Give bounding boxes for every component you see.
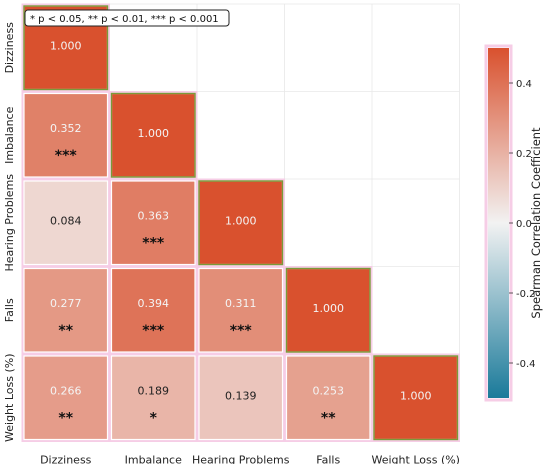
y-tick-label: Hearing Problems: [3, 174, 16, 272]
cell-fill: [23, 355, 109, 441]
significance-legend: * p < 0.05, ** p < 0.01, *** p < 0.001: [24, 9, 230, 27]
y-tick-label: Dizziness: [3, 22, 16, 74]
cell-value-label: 1.000: [313, 302, 345, 315]
heatmap-cell: 0.363 ***: [109, 178, 198, 267]
colorbar-gradient: [488, 48, 509, 398]
diagonal-cell-edge: [110, 92, 196, 178]
y-tick-label: Imbalance: [3, 106, 16, 163]
x-tick-label: Hearing Problems: [192, 454, 290, 464]
cell-outline: [109, 178, 198, 267]
colorbar-tick-label: -0.2: [516, 289, 536, 300]
cell-outline: [284, 266, 373, 355]
x-axis: Dizziness Imbalance Hearing Problems Falls W…: [40, 454, 460, 464]
cell-significance-stars: *: [150, 410, 158, 426]
diagonal-cell-edge: [373, 355, 459, 441]
heatmap-cell: 0.139: [196, 353, 285, 442]
cell-value-label: 0.139: [225, 390, 257, 403]
cell-value-label: 0.311: [225, 297, 257, 310]
x-tick-label: Weight Loss (%): [372, 454, 460, 464]
cell-value-label: 1.000: [225, 215, 257, 228]
cell-fill: [23, 267, 109, 353]
cell-significance-stars: ***: [142, 323, 165, 339]
heatmap-cell: 0.084: [21, 178, 110, 267]
cell-value-label: 0.189: [138, 384, 170, 397]
y-tick-label: Falls: [3, 298, 16, 322]
heatmap-cell: 0.394 ***: [109, 266, 198, 355]
colorbar: Spearman Correlation Coefficient 0.4 0.2 0…: [484, 44, 543, 402]
cell-outline: [196, 178, 285, 267]
colorbar-tick-label: 0.0: [516, 219, 532, 230]
cell-outline: [109, 266, 198, 355]
colorbar-tick-label: -0.4: [516, 359, 536, 370]
cell-value-label: 0.266: [50, 384, 82, 397]
cell-fill: [285, 355, 371, 441]
heatmap-cell: 0.266 **: [21, 353, 110, 442]
diagonal-cell-edge: [285, 267, 371, 353]
heatmap-cell: 1.000: [371, 353, 460, 442]
cell-fill: [23, 180, 109, 266]
colorbar-label: Spearman Correlation Coefficient: [529, 127, 543, 319]
heatmap-cell: 0.311 ***: [196, 266, 285, 355]
cell-significance-stars: ***: [230, 323, 253, 339]
cell-outline: [109, 91, 198, 180]
cell-significance-stars: ***: [55, 148, 78, 164]
cell-fill: [110, 92, 196, 178]
cell-outline: [21, 91, 110, 180]
diagonal-cell-edge: [23, 5, 109, 91]
significance-legend-text: * p < 0.05, ** p < 0.01, *** p < 0.001: [30, 14, 219, 25]
heatmap-cell: 1.000: [109, 91, 198, 180]
cell-outline: [21, 266, 110, 355]
cell-value-label: 0.253: [313, 384, 345, 397]
heatmap-cell: 0.253 **: [284, 353, 373, 442]
cell-value-label: 1.000: [400, 390, 432, 403]
diagonal-cell-edge: [198, 180, 284, 266]
x-tick-label: Dizziness: [40, 454, 92, 464]
cell-outline: [196, 353, 285, 442]
significance-legend-box: [24, 9, 230, 27]
cell-value-label: 0.394: [138, 297, 170, 310]
cell-value-label: 0.352: [50, 122, 82, 135]
cell-significance-stars: **: [58, 410, 73, 426]
cell-fill: [110, 180, 196, 266]
y-tick-label: Weight Loss (%): [3, 354, 16, 442]
cell-fill: [285, 267, 371, 353]
cell-outline: [284, 353, 373, 442]
cell-value-label: 0.277: [50, 297, 82, 310]
cell-value-label: 1.000: [138, 127, 170, 140]
cell-fill: [198, 355, 284, 441]
heatmap-cell: 0.189 *: [109, 353, 198, 442]
cell-significance-stars: **: [321, 410, 336, 426]
heatmap-cell: 1.000: [196, 178, 285, 267]
cell-fill: [198, 267, 284, 353]
cell-fill: [23, 92, 109, 178]
x-tick-label: Falls: [316, 454, 340, 464]
cell-fill: [110, 355, 196, 441]
colorbar-tick-label: 0.4: [516, 79, 532, 90]
cell-value-label: 0.084: [50, 215, 82, 228]
cell-outline: [21, 178, 110, 267]
heatmap-cell: 0.352 ***: [21, 91, 110, 180]
cell-outline: [371, 353, 460, 442]
cell-significance-stars: ***: [142, 235, 165, 251]
y-axis: Dizziness Imbalance Hearing Problems Falls W…: [3, 22, 16, 442]
cell-outline: [196, 266, 285, 355]
cell-value-label: 1.000: [50, 40, 82, 53]
heatmap-cell: 0.277 **: [21, 266, 110, 355]
heatmap-cell: 1.000: [284, 266, 373, 355]
x-tick-label: Imbalance: [125, 454, 182, 464]
colorbar-tick-label: 0.2: [516, 149, 532, 160]
cell-outline: [21, 353, 110, 442]
cell-significance-stars: **: [58, 323, 73, 339]
cell-value-label: 0.363: [138, 209, 170, 222]
cell-outline: [109, 353, 198, 442]
cell-fill: [110, 267, 196, 353]
cell-outline: [21, 3, 110, 92]
